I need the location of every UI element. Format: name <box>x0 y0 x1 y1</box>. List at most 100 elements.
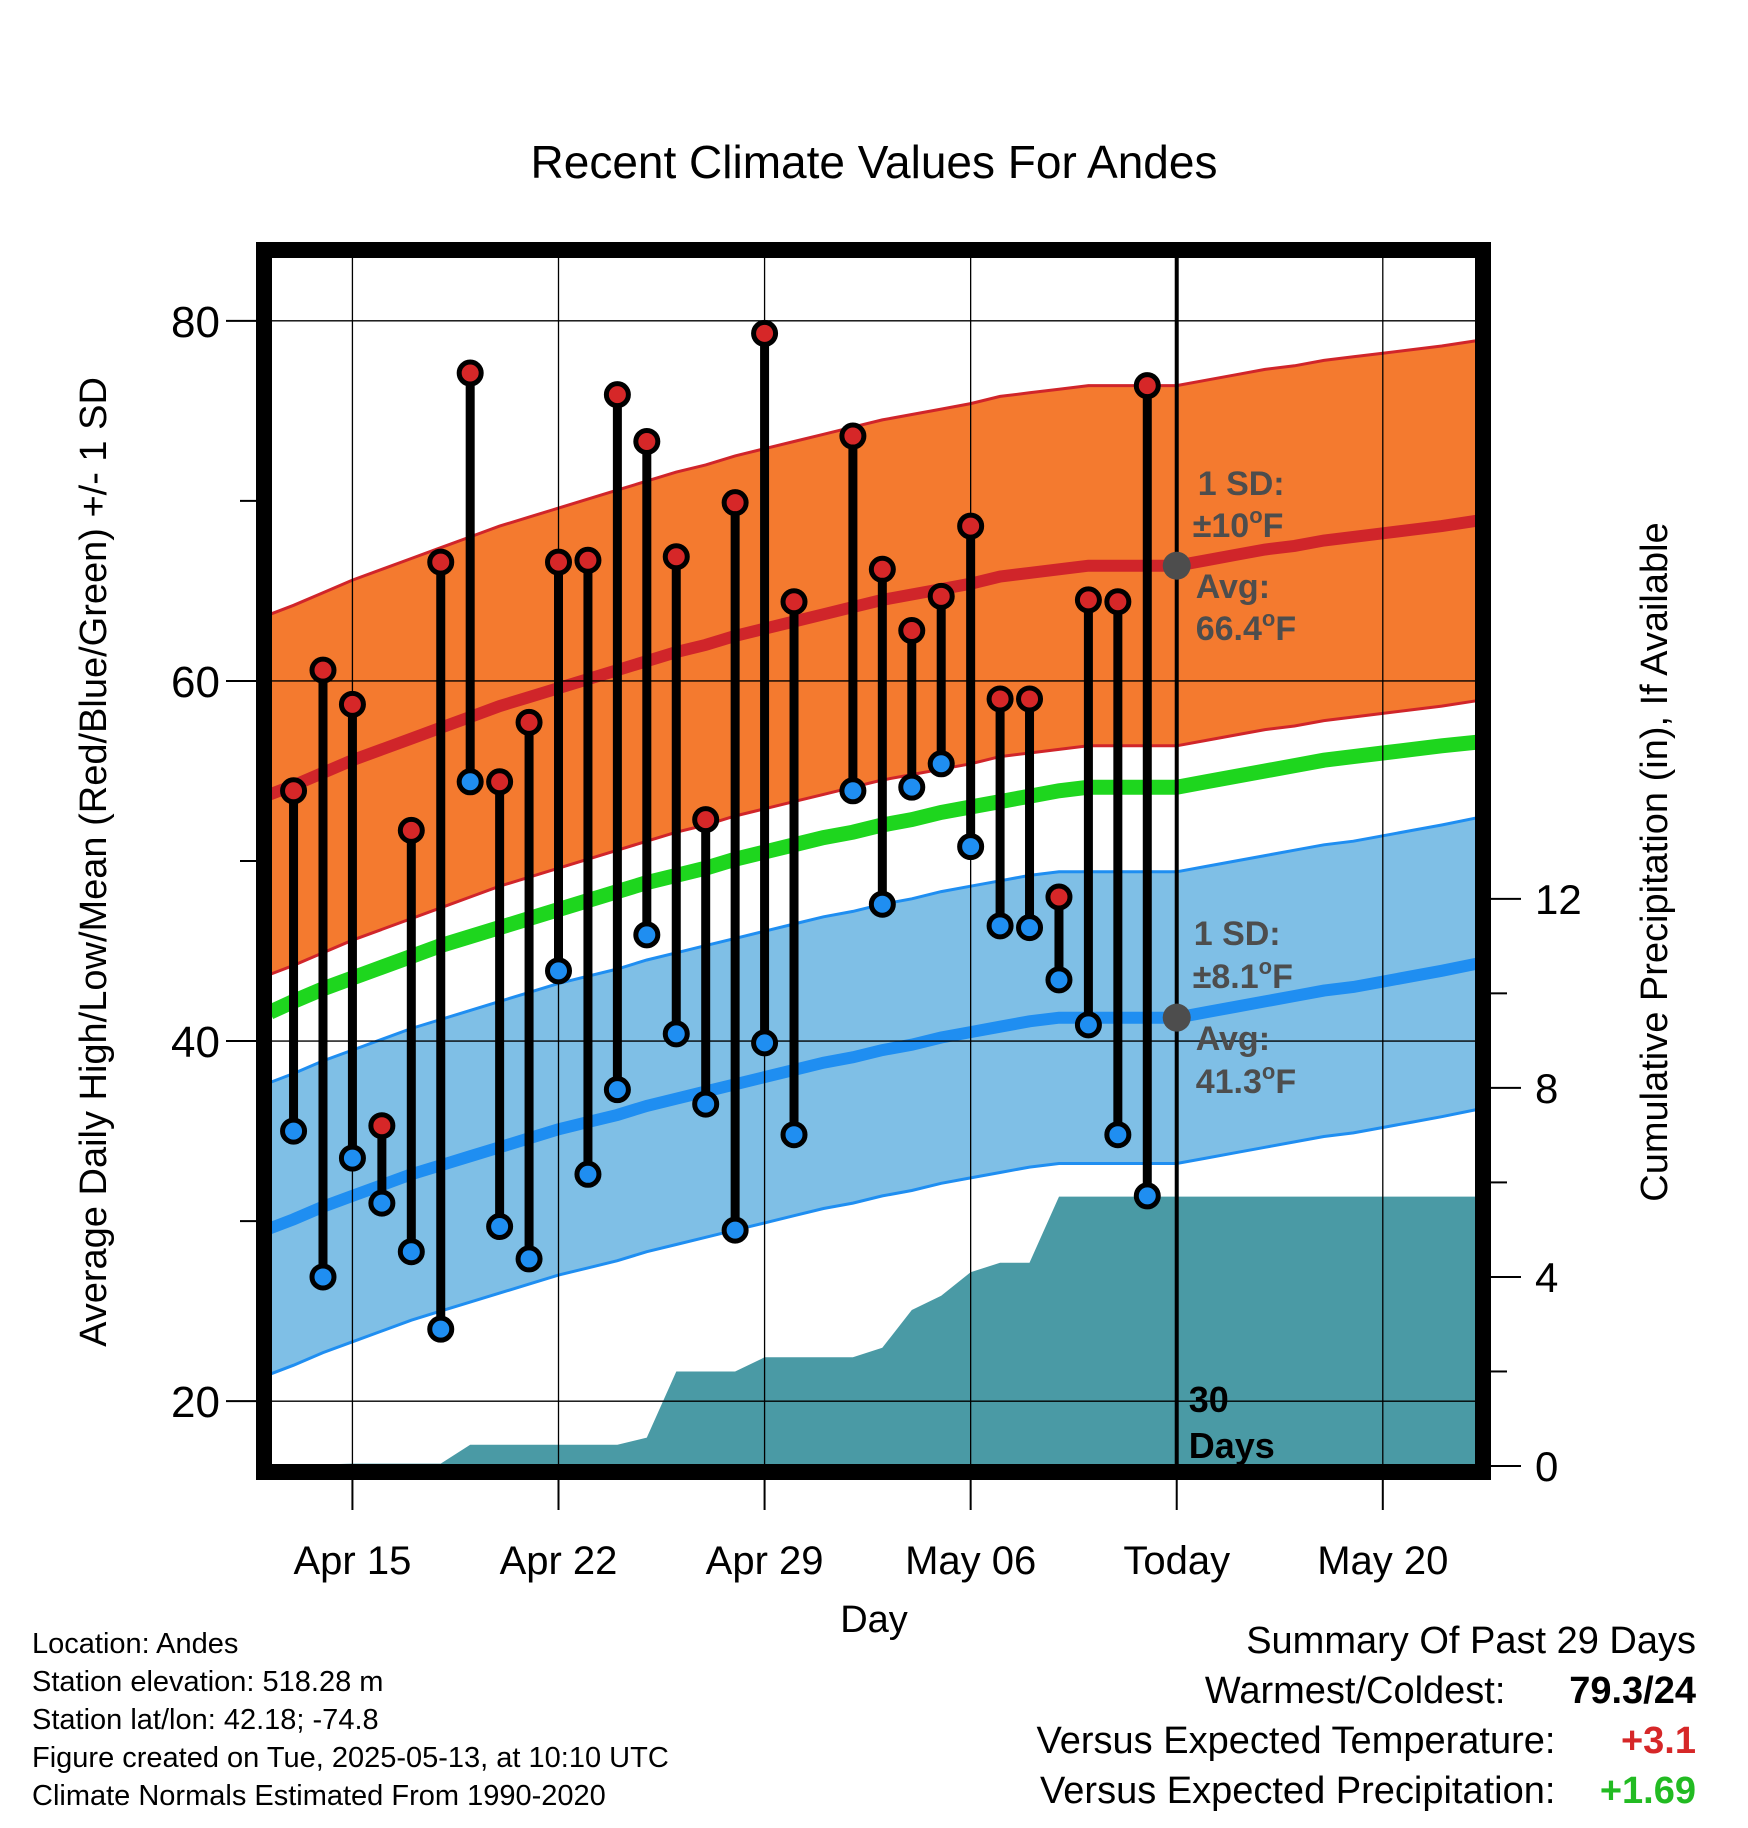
temp-label: Versus Expected Temperature: <box>1036 1720 1556 1762</box>
daily-low-point <box>692 1090 720 1118</box>
daily-high-point <box>633 427 661 455</box>
info-elevation: Station elevation: 518.28 m <box>32 1666 384 1698</box>
daily-low-point <box>486 1213 514 1241</box>
daily-high-point <box>456 359 484 387</box>
y-tick-label-right: 0 <box>1535 1443 1558 1490</box>
daily-high-point <box>692 806 720 834</box>
daily-high-point <box>338 690 366 718</box>
high-sd-label: 1 SD: <box>1198 465 1285 503</box>
daily-high-point <box>751 319 779 347</box>
y-tick-label-right: 8 <box>1535 1065 1558 1112</box>
warm-cold-value: 79.3/24 <box>1569 1670 1696 1712</box>
daily-low-point <box>338 1144 366 1172</box>
daily-low-point <box>986 912 1014 940</box>
daily-high-point <box>545 548 573 576</box>
daily-low-point <box>898 773 926 801</box>
info-created: Figure created on Tue, 2025-05-13, at 10… <box>32 1742 669 1774</box>
temp-value: +3.1 <box>1620 1720 1696 1762</box>
daily-high-point <box>868 555 896 583</box>
chart-title: Recent Climate Values For Andes <box>531 136 1218 188</box>
x-tick-label: May 20 <box>1317 1539 1448 1583</box>
low-sd-lower-line <box>269 1108 1478 1376</box>
daily-high-point <box>1133 372 1161 400</box>
y-tick-label-left: 80 <box>171 298 220 347</box>
high-avg-marker <box>1162 551 1191 580</box>
daily-low-point <box>957 833 985 861</box>
daily-low-point <box>397 1238 425 1266</box>
daily-low-point <box>780 1121 808 1149</box>
daily-high-point <box>957 512 985 540</box>
daily-high-point <box>839 422 867 450</box>
daily-high-point <box>603 381 631 409</box>
daily-low-point <box>721 1216 749 1244</box>
warm-cold-label: Warmest/Coldest: <box>1204 1670 1506 1712</box>
today-days-label: Days <box>1189 1425 1275 1466</box>
info-location: Location: Andes <box>32 1628 239 1660</box>
low-avg-marker <box>1162 1003 1191 1032</box>
daily-high-point <box>574 546 602 574</box>
daily-low-point <box>368 1189 396 1217</box>
x-tick-label: Apr 22 <box>500 1539 618 1583</box>
daily-low-point <box>456 768 484 796</box>
low-sd-value: ±8.1oF <box>1193 954 1293 996</box>
daily-low-point <box>633 921 661 949</box>
daily-low-point <box>309 1263 337 1291</box>
summary-temp: Versus Expected Temperature: +3.1 <box>1037 1720 1696 1763</box>
precip-label: Versus Expected Precipitation: <box>1040 1770 1556 1812</box>
y-tick-label-right: 4 <box>1535 1254 1558 1301</box>
daily-high-point <box>486 768 514 796</box>
high-sd-value: ±10oF <box>1193 503 1284 545</box>
normal-low-line <box>267 957 1479 1234</box>
daily-high-point <box>721 489 749 517</box>
daily-low-point <box>751 1029 779 1057</box>
daily-high-point <box>927 582 955 610</box>
low-sd-label: 1 SD: <box>1194 915 1281 953</box>
daily-high-point <box>309 656 337 684</box>
y-tick-label-right: 12 <box>1535 876 1582 923</box>
plot-frame <box>256 242 1491 1480</box>
daily-low-point <box>1016 914 1044 942</box>
daily-high-point <box>986 685 1014 713</box>
daily-high-point <box>368 1112 396 1140</box>
normal-high-line <box>267 514 1478 801</box>
high-avg-value: 66.4oF <box>1196 606 1296 648</box>
low-avg-value: 41.3oF <box>1196 1059 1296 1101</box>
info-normals: Climate Normals Estimated From 1990-2020 <box>32 1780 606 1812</box>
daily-high-point <box>397 816 425 844</box>
daily-high-point <box>898 617 926 645</box>
daily-high-point <box>662 543 690 571</box>
low-sd-upper-line <box>269 816 1478 1084</box>
daily-low-point <box>427 1315 455 1343</box>
daily-high-point <box>1016 685 1044 713</box>
y-tick-label-left: 20 <box>171 1378 220 1427</box>
daily-high-point <box>280 777 308 805</box>
daily-low-point <box>662 1020 690 1048</box>
station-info: Location: Andes Station elevation: 518.2… <box>32 1625 669 1815</box>
daily-low-point <box>515 1245 543 1273</box>
summary-precip: Versus Expected Precipitation: +1.69 <box>1040 1770 1696 1813</box>
info-latlon: Station lat/lon: 42.18; -74.8 <box>32 1704 379 1736</box>
x-tick-label: May 06 <box>905 1539 1036 1583</box>
y-axis-label-right: Cumulative Precipitation (in), If Availa… <box>1634 522 1676 1201</box>
normal-mean-line <box>266 734 1478 1020</box>
daily-low-point <box>1074 1011 1102 1039</box>
today-days-number: 30 <box>1189 1379 1229 1420</box>
daily-low-point <box>603 1076 631 1104</box>
daily-high-point <box>1104 588 1132 616</box>
daily-low-point <box>1045 966 1073 994</box>
daily-low-point <box>839 777 867 805</box>
high-sd-lower-line <box>269 699 1478 976</box>
high-avg-label: Avg: <box>1196 568 1270 606</box>
summary-panel: Summary Of Past 29 Days Warmest/Coldest:… <box>796 1620 1696 1825</box>
x-tick-label: Apr 29 <box>706 1539 824 1583</box>
daily-high-point <box>780 588 808 616</box>
precip-value: +1.69 <box>1599 1770 1696 1812</box>
x-axis-label: Day <box>840 1599 908 1641</box>
daily-low-point <box>1133 1182 1161 1210</box>
daily-high-point <box>1045 883 1073 911</box>
y-tick-label-left: 60 <box>171 658 220 707</box>
y-tick-label-left: 40 <box>171 1018 220 1067</box>
daily-low-point <box>1104 1121 1132 1149</box>
x-tick-label: Apr 15 <box>293 1539 411 1583</box>
